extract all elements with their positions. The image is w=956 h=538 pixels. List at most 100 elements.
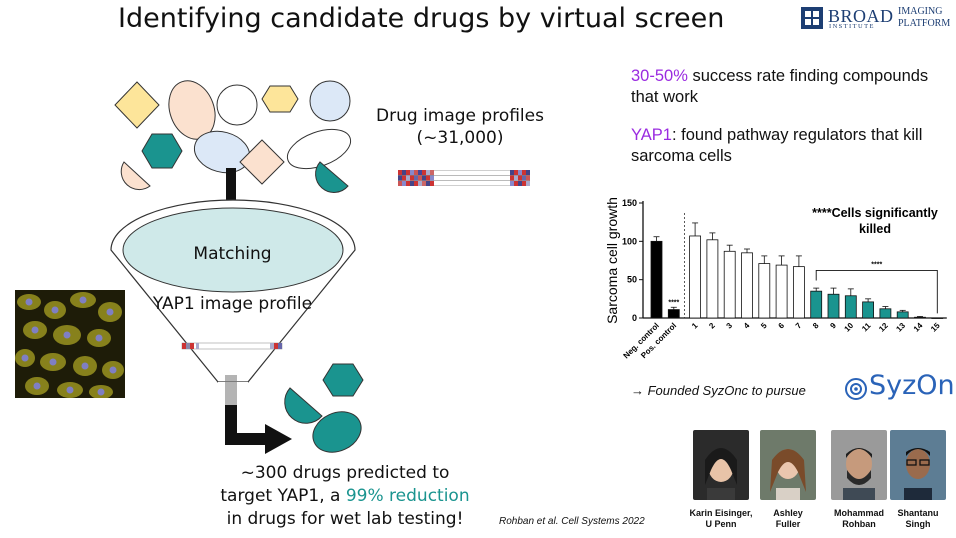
x-tick-label: 2	[707, 321, 717, 331]
person-name-line1: Ashley	[773, 508, 803, 518]
person-card: Mohammad Rohban	[822, 430, 896, 530]
chart-annotation-line1: ****Cells significantly	[812, 206, 938, 220]
bar	[758, 263, 771, 319]
matching-ellipse	[122, 207, 344, 293]
bar	[879, 308, 892, 319]
teal-hexagon-result-shape	[322, 363, 364, 397]
person-name-line1: Shantanu	[897, 508, 939, 518]
syzonc-logo: SyzOnc	[842, 370, 956, 406]
result-text: ~300 drugs predicted to target YAP1, a 9…	[185, 462, 505, 531]
bar	[775, 264, 788, 319]
person-card: Ashley Fuller	[751, 430, 825, 530]
teal-oval-result-shape	[312, 411, 362, 453]
person-name-line2: Singh	[905, 519, 931, 529]
slide-title: Identifying candidate drugs by virtual s…	[118, 3, 725, 34]
x-tick-label: 8	[811, 321, 821, 331]
avatar	[693, 430, 749, 500]
pos-control-significance: ****	[668, 299, 679, 306]
result-line2-prefix: target YAP1, a	[220, 486, 346, 506]
bar	[689, 235, 701, 319]
broad-emblem-icon	[801, 7, 823, 29]
x-tick-label: 12	[877, 321, 890, 334]
white-oval-shape	[286, 128, 352, 170]
success-rate-desc: success rate finding compounds that work	[631, 67, 929, 106]
person-card: Karin Eisinger, U Penn	[684, 430, 758, 530]
y-tick-label: 150	[622, 198, 637, 208]
drug-profiles-line1: Drug image profiles	[376, 106, 544, 126]
logo-sub-text: INSTITUTE	[829, 23, 875, 30]
bar	[792, 266, 805, 319]
drug-profiles-line2: (~31,000)	[416, 128, 504, 148]
avatar	[890, 430, 946, 500]
significance-bracket	[815, 270, 938, 314]
chart-annotation-line2: killed	[859, 222, 891, 236]
yap1-finding-desc: : found pathway regulators that kill sar…	[631, 126, 923, 165]
bar	[810, 290, 823, 319]
person-name-line1: Karin Eisinger,	[689, 508, 753, 518]
x-tick-label: 1	[690, 321, 700, 331]
syzonc-spiral-icon	[845, 378, 867, 400]
lightblue-circle-shape	[309, 80, 351, 122]
funnel-diagram	[110, 80, 364, 454]
citation: Rohban et al. Cell Systems 2022	[499, 516, 645, 527]
founded-text: → Founded SyzOnc to pursue	[631, 383, 806, 398]
x-tick-label: 15	[929, 321, 942, 334]
stats-block: 30-50% success rate finding compounds th…	[631, 66, 951, 167]
result-line3: in drugs for wet lab testing!	[226, 509, 464, 529]
bar	[931, 317, 944, 319]
teal-hexagon-shape	[141, 133, 183, 169]
peach-diamond-shape	[239, 139, 285, 185]
x-tick-label: 14	[912, 321, 925, 334]
bar	[844, 295, 857, 319]
bracket-significance-label: ****	[871, 261, 882, 268]
x-tick-label: 6	[777, 321, 787, 331]
y-tick-label: 0	[632, 313, 637, 323]
matching-label: Matching	[193, 244, 272, 264]
syzonc-text: SyzOnc	[869, 370, 956, 401]
x-tick-label: 10	[843, 321, 856, 334]
teal-semicircle-result-shape	[284, 387, 323, 424]
x-tick-label: 3	[725, 321, 735, 331]
teal-semicircle-shape	[315, 161, 349, 193]
bar	[827, 293, 840, 319]
avatar	[760, 430, 816, 500]
result-line2: target YAP1, a 99% reduction	[185, 485, 505, 508]
bar	[650, 240, 663, 319]
x-tick-label: 7	[794, 321, 804, 331]
success-rate-value: 30-50%	[631, 67, 688, 85]
bar	[723, 250, 736, 319]
yap1-profile-strip	[181, 342, 283, 350]
bar	[706, 239, 719, 319]
y-tick-label: 100	[622, 236, 637, 246]
success-rate-text: 30-50% success rate finding compounds th…	[631, 66, 951, 108]
bar	[862, 301, 875, 319]
y-axis-label: Sarcoma cell growth	[604, 197, 620, 324]
bar	[667, 309, 680, 319]
yap1-profile-label: YAP1 image profile	[152, 294, 313, 314]
logo-main-text: BROAD	[828, 6, 894, 26]
bar	[896, 311, 909, 319]
drug-profiles-label: Drug image profiles (~31,000)	[360, 105, 560, 149]
result-line1: ~300 drugs predicted to	[240, 463, 450, 483]
y-tick-label: 50	[627, 275, 637, 285]
person-name-line2: Fuller	[775, 519, 801, 529]
person-card: Shantanu Singh	[881, 430, 955, 530]
person-name-line2: Rohban	[842, 519, 876, 529]
bar	[914, 316, 926, 319]
yap1-finding-text: YAP1: found pathway regulators that kill…	[631, 125, 951, 167]
person-name-line2: U Penn	[705, 519, 737, 529]
x-tick-label: 9	[828, 321, 838, 331]
x-tick-label: 13	[894, 321, 907, 334]
l-arrow-icon	[225, 375, 292, 454]
broad-logo: BROAD INSTITUTE IMAGING PLATFORM	[800, 6, 950, 32]
white-circle-shape	[216, 84, 258, 126]
yellow-diamond-shape	[114, 81, 160, 129]
x-tick-label: 11	[860, 321, 873, 334]
yellow-hexagon-shape	[261, 85, 299, 113]
person-name-line1: Mohammad	[833, 508, 884, 518]
peach-semicircle-shape	[120, 161, 151, 190]
x-tick-label: 4	[742, 321, 752, 331]
yap1-highlight: YAP1	[631, 126, 672, 144]
avatar	[831, 430, 887, 500]
